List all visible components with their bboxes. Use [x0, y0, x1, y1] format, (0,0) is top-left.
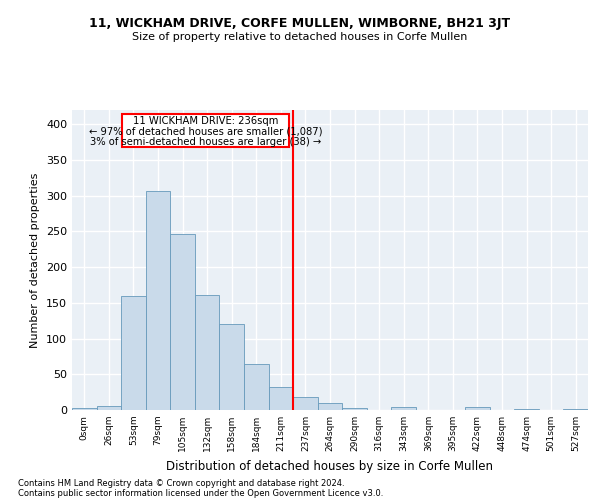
Bar: [465, 407, 490, 410]
Bar: [72, 408, 97, 410]
Text: 3% of semi-detached houses are larger (38) →: 3% of semi-detached houses are larger (3…: [90, 138, 322, 147]
Text: 11 WICKHAM DRIVE: 236sqm: 11 WICKHAM DRIVE: 236sqm: [133, 116, 278, 126]
Bar: [170, 234, 195, 410]
Bar: [195, 295, 220, 410]
Text: ← 97% of detached houses are smaller (1,087): ← 97% of detached houses are smaller (1,…: [89, 127, 323, 137]
Y-axis label: Number of detached properties: Number of detached properties: [31, 172, 40, 348]
Bar: [122, 114, 289, 147]
Bar: [342, 408, 367, 410]
Bar: [318, 403, 342, 410]
Text: Contains public sector information licensed under the Open Government Licence v3: Contains public sector information licen…: [18, 488, 383, 498]
Text: Size of property relative to detached houses in Corfe Mullen: Size of property relative to detached ho…: [133, 32, 467, 42]
Bar: [244, 364, 269, 410]
Bar: [97, 406, 121, 410]
Bar: [220, 324, 244, 410]
Text: 11, WICKHAM DRIVE, CORFE MULLEN, WIMBORNE, BH21 3JT: 11, WICKHAM DRIVE, CORFE MULLEN, WIMBORN…: [89, 18, 511, 30]
X-axis label: Distribution of detached houses by size in Corfe Mullen: Distribution of detached houses by size …: [167, 460, 493, 472]
Bar: [293, 397, 318, 410]
Bar: [146, 190, 170, 410]
Bar: [121, 296, 146, 410]
Bar: [269, 387, 293, 410]
Text: Contains HM Land Registry data © Crown copyright and database right 2024.: Contains HM Land Registry data © Crown c…: [18, 478, 344, 488]
Bar: [391, 407, 416, 410]
